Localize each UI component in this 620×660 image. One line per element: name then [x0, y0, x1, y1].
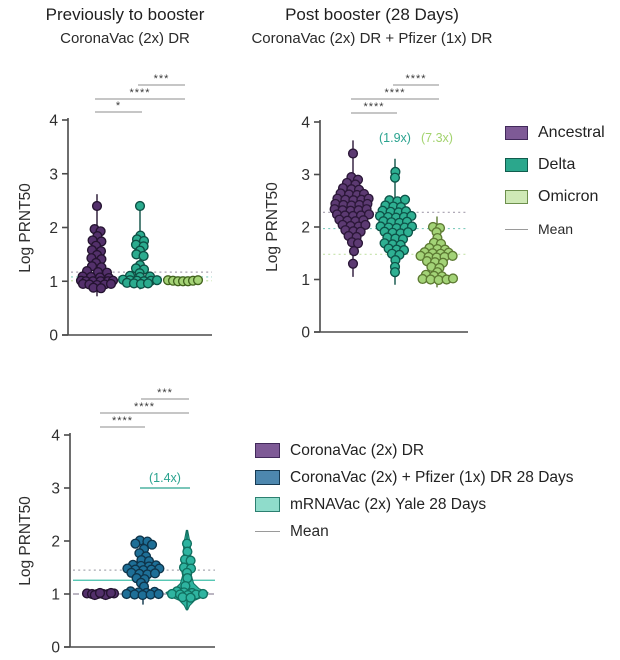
data-point: [134, 200, 146, 212]
legend-item-coronavac: CoronaVac (2x) DR: [255, 437, 574, 464]
data-point: [402, 227, 414, 238]
legend-label-coronavac: CoronaVac (2x) DR: [290, 441, 425, 459]
y-tick-label: 4: [301, 115, 310, 132]
y-tick-label: 4: [51, 428, 60, 445]
data-point: [389, 172, 401, 183]
data-point: [138, 250, 149, 262]
significance-label: ****: [129, 87, 150, 99]
data-point: [105, 278, 117, 290]
legend-label-mean-vaccines: Mean: [290, 522, 329, 540]
data-point: [447, 273, 459, 284]
legend-item-mean-variants: Mean: [505, 213, 605, 245]
legend-label-delta: Delta: [538, 156, 576, 173]
data-point: [347, 258, 359, 269]
data-point: [197, 588, 209, 600]
legend-label-omicron: Omicron: [538, 188, 599, 205]
y-tick-label: 0: [51, 640, 60, 657]
coronavac-swatch: [255, 443, 280, 458]
legend-item-coronavac-pfizer: CoronaVac (2x) + Pfizer (1x) DR 28 Days: [255, 464, 574, 491]
data-point: [352, 238, 364, 249]
significance-label: ****: [134, 401, 155, 413]
data-point: [130, 538, 141, 549]
significance-label: ***: [157, 387, 173, 399]
data-point: [146, 539, 158, 550]
data-point: [389, 267, 401, 278]
panel1-title-block: Previously to booster CoronaVac (2x) DR: [15, 5, 235, 48]
legend-variants: Ancestral Delta Omicron Mean: [505, 117, 605, 245]
panel1-title: Previously to booster: [45, 5, 205, 24]
significance-label: *: [116, 100, 121, 112]
data-point: [347, 148, 359, 159]
data-point: [91, 200, 103, 212]
y-tick-label: 2: [301, 220, 310, 237]
legend-label-coronavac-pfizer: CoronaVac (2x) + Pfizer (1x) DR 28 Days: [290, 468, 574, 486]
legend-item-mean-vaccines: Mean: [255, 518, 574, 545]
mean-line-icon: [505, 228, 528, 230]
foldchange-label: (7.3x): [421, 131, 453, 145]
y-tick-label: 1: [49, 274, 58, 291]
data-point: [153, 588, 164, 600]
data-point: [142, 278, 154, 289]
significance-label: ****: [363, 101, 384, 113]
data-point: [360, 219, 371, 230]
coronavac-pfizer-swatch: [255, 470, 280, 485]
y-tick-label: 1: [51, 587, 60, 604]
mean-line-icon: [255, 531, 280, 532]
y-axis-label: Log PRNT50: [264, 182, 281, 272]
y-tick-label: 2: [49, 220, 58, 237]
panel2-subtitle: CoronaVac (2x) DR + Pfizer (1x) DR: [251, 30, 493, 47]
foldchange-label: (1.9x): [379, 131, 411, 145]
mrnavac-swatch: [255, 497, 280, 512]
legend-vaccines: CoronaVac (2x) DR CoronaVac (2x) + Pfize…: [255, 437, 574, 545]
y-axis-label: Log PRNT50: [17, 496, 34, 586]
data-point: [94, 587, 106, 599]
y-tick-label: 3: [49, 166, 58, 183]
data-point: [185, 592, 196, 603]
data-point: [149, 568, 161, 579]
legend-item-delta: Delta: [505, 149, 605, 181]
data-point: [105, 587, 117, 599]
data-point: [95, 283, 107, 294]
panel2-title-block: Post booster (28 Days) CoronaVac (2x) DR…: [231, 5, 513, 48]
y-tick-label: 1: [301, 272, 310, 289]
legend-item-mrnavac: mRNAVac (2x) Yale 28 Days: [255, 491, 574, 518]
foldchange-label: (1.4x): [149, 471, 181, 485]
data-point: [151, 275, 163, 286]
ancestral-swatch: [505, 126, 528, 140]
significance-label: ***: [154, 73, 170, 85]
legend-item-omicron: Omicron: [505, 181, 605, 213]
y-tick-label: 0: [49, 328, 58, 345]
legend-label-mrnavac: mRNAVac (2x) Yale 28 Days: [290, 495, 487, 513]
delta-swatch: [505, 158, 528, 172]
data-point: [348, 246, 360, 257]
data-point: [192, 275, 204, 286]
significance-label: ****: [405, 73, 426, 85]
y-tick-label: 3: [51, 481, 60, 498]
legend-label-ancestral: Ancestral: [538, 124, 605, 141]
data-point: [447, 250, 458, 261]
y-tick-label: 3: [301, 167, 310, 184]
y-tick-label: 4: [49, 113, 58, 130]
legend-item-ancestral: Ancestral: [505, 117, 605, 149]
significance-label: ****: [384, 87, 405, 99]
panel1-subtitle: CoronaVac (2x) DR: [60, 30, 190, 47]
omicron-swatch: [505, 190, 528, 204]
panel2-title: Post booster (28 Days): [285, 5, 459, 24]
y-axis-label: Log PRNT50: [17, 183, 34, 273]
significance-label: ****: [112, 415, 133, 427]
legend-label-mean-variants: Mean: [538, 221, 574, 237]
y-tick-label: 2: [51, 534, 60, 551]
y-tick-label: 0: [301, 325, 310, 342]
